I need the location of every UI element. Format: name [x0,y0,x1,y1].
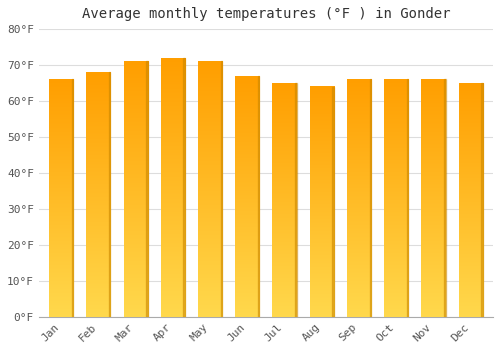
Bar [72,79,73,317]
Bar [146,62,148,317]
Bar [482,83,483,317]
Bar [295,83,296,317]
Bar [184,58,185,317]
Bar [109,72,110,317]
Title: Average monthly temperatures (°F ) in Gonder: Average monthly temperatures (°F ) in Go… [82,7,450,21]
Bar [220,62,222,317]
Bar [444,79,446,317]
Bar [407,79,408,317]
Bar [370,79,371,317]
Bar [332,86,334,317]
Bar [258,76,260,317]
